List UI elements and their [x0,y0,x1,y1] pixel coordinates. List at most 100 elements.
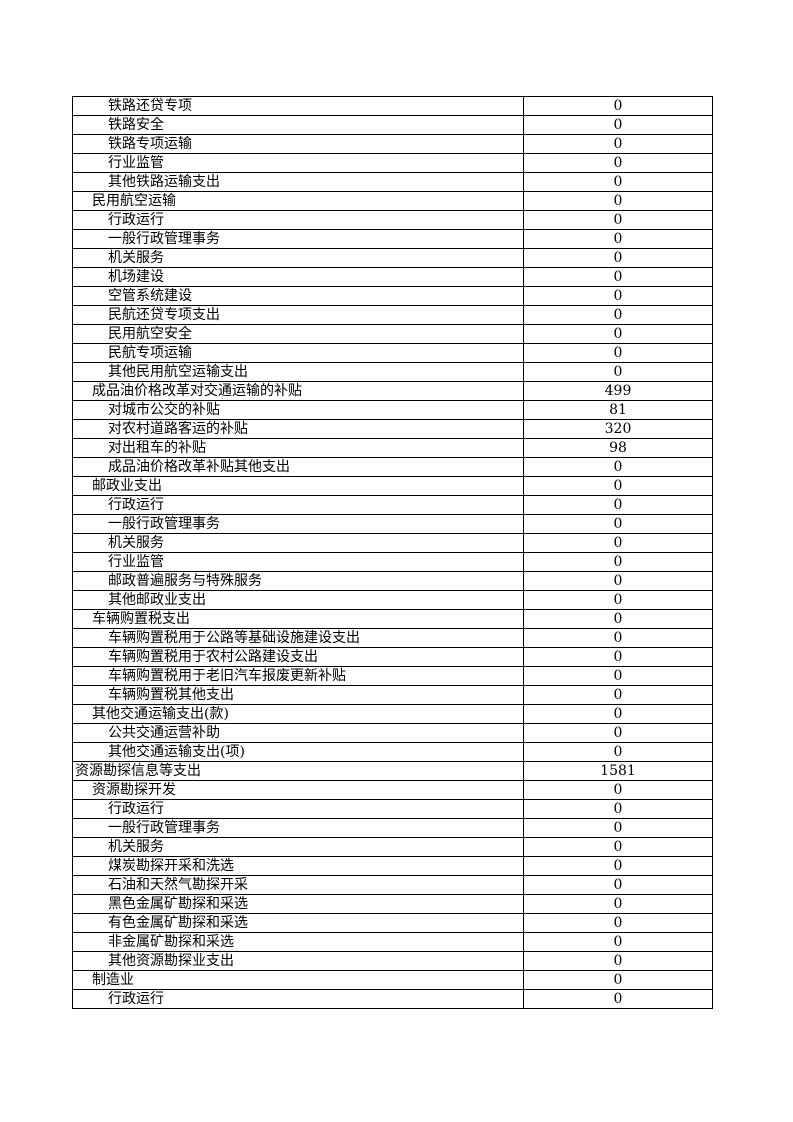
table-row: 其他民用航空运输支出 0 [72,362,713,382]
table-row: 行政运行 0 [72,495,713,515]
item-value: 0 [523,951,713,971]
item-name: 黑色金属矿勘探和采选 [72,894,524,914]
item-name: 对城市公交的补贴 [72,400,524,420]
item-name: 车辆购置税其他支出 [72,685,524,705]
item-name: 其他民用航空运输支出 [72,362,524,382]
item-value: 0 [523,305,713,325]
table-row: 制造业 0 [72,970,713,990]
table-row: 黑色金属矿勘探和采选 0 [72,894,713,914]
table-row: 对城市公交的补贴 81 [72,400,713,420]
item-name: 非金属矿勘探和采选 [72,932,524,952]
table-row: 对出租车的补贴 98 [72,438,713,458]
item-value: 0 [523,267,713,287]
table-row: 资源勘探信息等支出 1581 [72,761,713,781]
table-row: 民航专项运输 0 [72,343,713,363]
item-name: 邮政业支出 [72,476,524,496]
item-value: 0 [523,248,713,268]
item-value: 0 [523,571,713,591]
item-value: 0 [523,229,713,249]
table-row: 邮政普遍服务与特殊服务 0 [72,571,713,591]
item-name: 石油和天然气勘探开采 [72,875,524,895]
item-value: 0 [523,666,713,686]
table-row: 其他邮政业支出 0 [72,590,713,610]
item-name: 铁路专项运输 [72,134,524,154]
item-name: 其他交通运输支出(款) [72,704,524,724]
item-name: 车辆购置税用于农村公路建设支出 [72,647,524,667]
item-value: 81 [523,400,713,420]
item-name: 车辆购置税用于公路等基础设施建设支出 [72,628,524,648]
table-row: 煤炭勘探开采和洗选 0 [72,856,713,876]
item-value: 0 [523,628,713,648]
item-name: 制造业 [72,970,524,990]
item-value: 0 [523,590,713,610]
item-value: 0 [523,533,713,553]
item-name: 对农村道路客运的补贴 [72,419,524,439]
table-row: 一般行政管理事务 0 [72,514,713,534]
item-name: 邮政普遍服务与特殊服务 [72,571,524,591]
item-value: 0 [523,780,713,800]
item-name: 资源勘探信息等支出 [72,761,524,781]
item-name: 铁路还贷专项 [72,96,524,116]
item-name: 机关服务 [72,248,524,268]
item-name: 有色金属矿勘探和采选 [72,913,524,933]
item-name: 民用航空运输 [72,191,524,211]
item-name: 民航还贷专项支出 [72,305,524,325]
item-value: 0 [523,609,713,629]
item-value: 0 [523,818,713,838]
item-value: 0 [523,989,713,1009]
table-row: 非金属矿勘探和采选 0 [72,932,713,952]
item-name: 一般行政管理事务 [72,514,524,534]
item-value: 0 [523,875,713,895]
item-value: 0 [523,343,713,363]
table-row: 空管系统建设 0 [72,286,713,306]
item-value: 0 [523,913,713,933]
item-value: 0 [523,324,713,344]
item-value: 0 [523,742,713,762]
item-value: 0 [523,552,713,572]
item-name: 行政运行 [72,210,524,230]
table-row: 民用航空安全 0 [72,324,713,344]
item-name: 对出租车的补贴 [72,438,524,458]
item-name: 其他邮政业支出 [72,590,524,610]
item-name: 民用航空安全 [72,324,524,344]
item-value: 0 [523,704,713,724]
item-value: 0 [523,191,713,211]
item-name: 公共交通运营补助 [72,723,524,743]
item-value: 0 [523,457,713,477]
item-value: 0 [523,210,713,230]
table-row: 其他铁路运输支出 0 [72,172,713,192]
item-value: 0 [523,723,713,743]
item-name: 一般行政管理事务 [72,818,524,838]
item-name: 民航专项运输 [72,343,524,363]
item-name: 空管系统建设 [72,286,524,306]
table-row: 机关服务 0 [72,248,713,268]
table-row: 车辆购置税支出 0 [72,609,713,629]
item-name: 机场建设 [72,267,524,287]
item-value: 0 [523,685,713,705]
item-value: 499 [523,381,713,401]
item-value: 0 [523,96,713,116]
table-row: 车辆购置税用于农村公路建设支出 0 [72,647,713,667]
table-row: 公共交通运营补助 0 [72,723,713,743]
item-value: 0 [523,134,713,154]
item-name: 机关服务 [72,533,524,553]
item-name: 成品油价格改革补贴其他支出 [72,457,524,477]
table-row: 车辆购置税用于老旧汽车报废更新补贴 0 [72,666,713,686]
table-row: 车辆购置税用于公路等基础设施建设支出 0 [72,628,713,648]
table-row: 行政运行 0 [72,210,713,230]
item-name: 车辆购置税支出 [72,609,524,629]
item-name: 其他交通运输支出(项) [72,742,524,762]
item-value: 0 [523,514,713,534]
expenditure-table: 铁路还贷专项 0 铁路安全 0 铁路专项运输 0 行业监管 0 其他铁路运输支出 0 民用航空运输 0… [72,96,713,1009]
table-row: 资源勘探开发 0 [72,780,713,800]
table-row: 行业监管 0 [72,552,713,572]
item-value: 0 [523,837,713,857]
item-name: 一般行政管理事务 [72,229,524,249]
item-name: 行政运行 [72,495,524,515]
item-value: 0 [523,115,713,135]
item-name: 煤炭勘探开采和洗选 [72,856,524,876]
item-name: 行政运行 [72,989,524,1009]
table-row: 行政运行 0 [72,989,713,1009]
table-row: 其他交通运输支出(款) 0 [72,704,713,724]
item-value: 0 [523,476,713,496]
